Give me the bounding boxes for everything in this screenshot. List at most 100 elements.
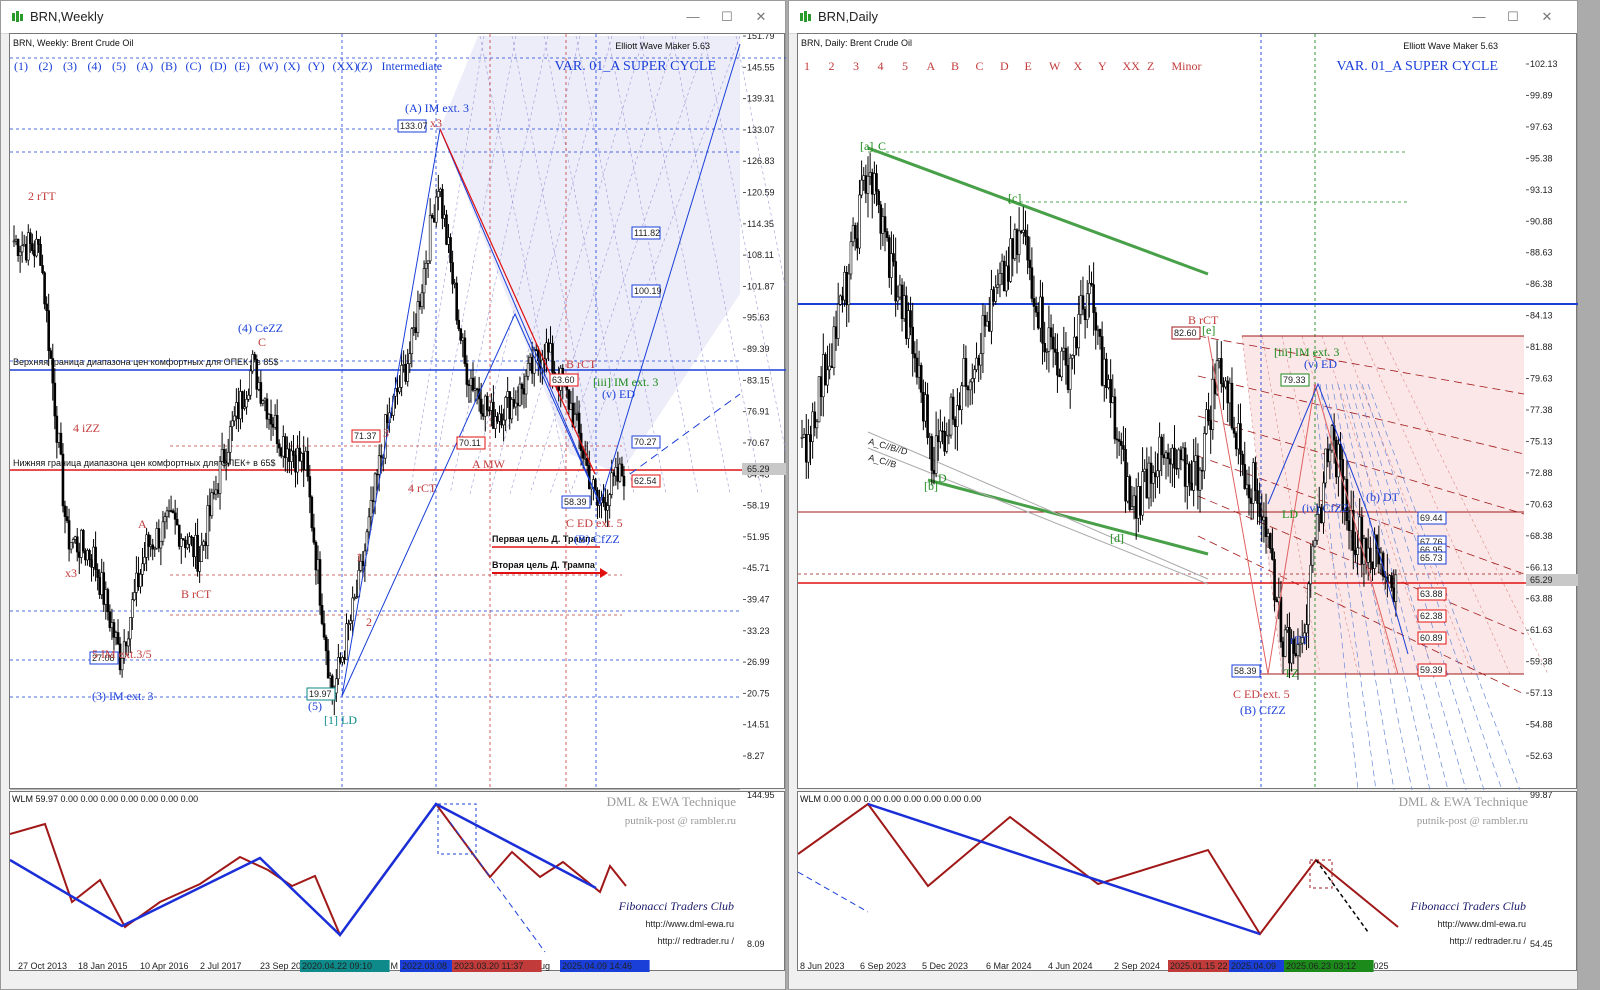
wave-label: (3) IM ext. 3 bbox=[92, 689, 153, 703]
price-box bbox=[1417, 587, 1447, 601]
candle-body bbox=[412, 327, 416, 330]
candle-body bbox=[1283, 629, 1287, 657]
candle-body bbox=[222, 449, 226, 464]
candle-body bbox=[1196, 455, 1200, 491]
candle-body bbox=[602, 496, 605, 503]
candle-body bbox=[996, 284, 1000, 288]
time-mark-box bbox=[560, 960, 650, 972]
wave-label: A bbox=[138, 517, 147, 531]
time-mark-box bbox=[300, 960, 390, 972]
price-axis-label: 102.13 bbox=[1530, 59, 1558, 69]
candle-body bbox=[65, 516, 69, 521]
price-box-value: 71.37 bbox=[354, 431, 377, 441]
close-button[interactable]: ✕ bbox=[755, 9, 767, 24]
candle-body bbox=[881, 216, 885, 234]
close-button[interactable]: ✕ bbox=[1541, 9, 1553, 24]
wave-label: [iii] IM ext. 3 bbox=[593, 375, 658, 389]
candle-body bbox=[1194, 455, 1198, 462]
candle-body bbox=[1111, 396, 1115, 403]
maximize-button[interactable]: ☐ bbox=[1507, 9, 1519, 24]
wave-label: (v) ED bbox=[602, 387, 635, 401]
time-mark-box bbox=[452, 960, 542, 972]
candle-body bbox=[259, 382, 263, 404]
daily-price-pane[interactable]: BRN, Daily: Brent Crude Oil Elliott Wave … bbox=[797, 33, 1578, 790]
maximize-button[interactable]: ☐ bbox=[721, 9, 733, 24]
wave-degree-label: (E) bbox=[235, 59, 250, 73]
time-axis-label: 6 Sep 2023 bbox=[860, 961, 906, 971]
indicator-box bbox=[1309, 859, 1333, 889]
candle-body bbox=[483, 395, 487, 417]
candle-body bbox=[1047, 327, 1051, 352]
candle-body bbox=[1220, 358, 1223, 384]
candle-body bbox=[379, 455, 383, 458]
minimize-button[interactable]: — bbox=[686, 9, 700, 24]
candle-body bbox=[277, 443, 281, 449]
candle-body bbox=[141, 563, 144, 575]
candle-body bbox=[202, 541, 206, 546]
candle-body bbox=[237, 402, 240, 420]
wave-label: C ED ext. 5 bbox=[1233, 687, 1290, 701]
candle-body bbox=[12, 240, 16, 243]
candle-body bbox=[355, 596, 359, 599]
candle-body bbox=[341, 657, 344, 663]
candle-body bbox=[1177, 449, 1181, 469]
candle-body bbox=[1036, 311, 1040, 329]
indicator-box bbox=[437, 803, 477, 855]
daily-indicator-pane[interactable]: WLM 0.00 0.00 0.00 0.00 0.00 0.00 0.00 0… bbox=[797, 791, 1577, 972]
candle-body bbox=[306, 450, 310, 477]
candle-body bbox=[1151, 472, 1155, 484]
candle-body bbox=[508, 391, 512, 420]
candle-body bbox=[39, 244, 42, 266]
candle-body bbox=[1068, 357, 1072, 390]
candle-body bbox=[941, 430, 944, 433]
minimize-button[interactable]: — bbox=[1472, 9, 1486, 24]
candle-body bbox=[206, 505, 210, 546]
candle-body bbox=[504, 397, 507, 421]
candle-body bbox=[1107, 379, 1110, 388]
candle-body bbox=[813, 411, 817, 429]
candle-body bbox=[361, 560, 365, 567]
price-box bbox=[549, 373, 579, 387]
candle-body bbox=[430, 214, 434, 219]
candle-body bbox=[1185, 463, 1189, 487]
candle-body bbox=[47, 310, 50, 351]
weekly-price-pane[interactable]: BRN, Weekly: Brent Crude Oil Elliott Wave… bbox=[9, 33, 786, 790]
candle-body bbox=[983, 315, 987, 327]
candle-body bbox=[917, 365, 921, 378]
candle-body bbox=[1062, 347, 1066, 352]
wave-label: B rCT bbox=[181, 587, 212, 601]
candle-body bbox=[922, 391, 925, 422]
wave-degree-label: Z bbox=[1147, 59, 1154, 73]
daily-titlebar[interactable]: BRN,Daily — ☐ ✕ bbox=[789, 1, 1577, 34]
candle-body bbox=[471, 377, 475, 391]
price-axis-label: 66.13 bbox=[1530, 562, 1553, 572]
candle-body bbox=[1145, 468, 1149, 499]
wave-label: [c] bbox=[1008, 191, 1021, 205]
candle-body bbox=[800, 437, 804, 439]
watermark-url2: http:// redtrader.ru / bbox=[657, 936, 734, 946]
candle-body bbox=[1292, 638, 1296, 654]
weekly-titlebar[interactable]: BRN,Weekly — ☐ ✕ bbox=[1, 1, 785, 34]
candle-body bbox=[1311, 545, 1315, 566]
candle-body bbox=[1373, 534, 1376, 569]
candle-body bbox=[966, 386, 970, 391]
wave-label: C ED ext. 5 bbox=[566, 516, 623, 530]
candle-body bbox=[1245, 484, 1249, 489]
price-box-value: 62.38 bbox=[1420, 611, 1443, 621]
candle-body bbox=[414, 327, 418, 333]
candle-body bbox=[998, 273, 1002, 286]
candle-body bbox=[1017, 230, 1021, 255]
candle-body bbox=[1279, 597, 1283, 643]
candle-body bbox=[962, 358, 966, 387]
candle-body bbox=[316, 559, 320, 571]
candle-body bbox=[1002, 260, 1006, 292]
candle-body bbox=[310, 496, 314, 529]
candle-body bbox=[821, 354, 825, 398]
wave-label: 2 bbox=[366, 615, 372, 629]
candle-body bbox=[1369, 547, 1372, 563]
wave-label: [b] bbox=[924, 479, 938, 493]
weekly-indicator-pane[interactable]: WLM 59.97 0.00 0.00 0.00 0.00 0.00 0.00 … bbox=[9, 791, 785, 972]
candle-body bbox=[449, 237, 452, 263]
daily-indicator-chart: WLM 0.00 0.00 0.00 0.00 0.00 0.00 0.00 0… bbox=[798, 792, 1553, 972]
candle-body bbox=[981, 315, 985, 354]
